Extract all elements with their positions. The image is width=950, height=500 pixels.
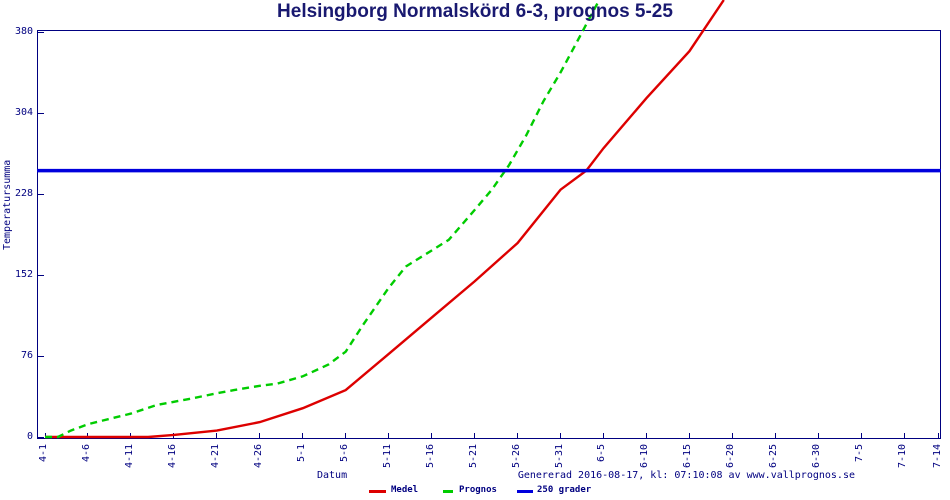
x-tick-mark [817,433,819,439]
chart-title: Helsingborg Normalskörd 6-3, prognos 5-2… [277,1,673,22]
y-tick-label: 76 [20,350,33,361]
x-tick-mark [44,433,46,439]
legend-item-prognos: Prognos [443,485,513,499]
x-axis-title: Datum [317,470,348,481]
x-tick-label: 5-1 [295,444,307,463]
x-tick-label: 4-1 [38,444,49,463]
x-tick-mark [560,433,562,439]
x-tick-label: 4-6 [80,444,92,463]
x-tick-mark [345,433,347,439]
plot-area [37,30,941,439]
y-tick-mark [38,194,44,195]
x-tick-label: 5-21 [467,444,479,469]
y-tick-mark [38,437,44,438]
x-tick-mark [130,433,132,439]
x-tick-mark [860,433,862,439]
x-tick-label: 4-11 [123,444,135,469]
x-tick-label: 7-10 [897,444,909,469]
y-tick-mark [38,32,44,33]
y-tick-mark [38,275,44,276]
y-tick-mark [38,356,44,357]
x-tick-mark [938,433,940,439]
y-tick-label: 228 [14,188,33,199]
y-tick-label: 380 [14,26,33,37]
x-tick-mark [87,433,89,439]
x-tick-mark [731,433,733,439]
legend-label-250-grader: 250 grader [537,485,592,495]
medel-line-swatch [369,490,386,493]
x-tick-mark [173,433,175,439]
x-tick-mark [388,433,390,439]
legend-label-prognos: Prognos [459,485,497,495]
x-tick-label: 7-14 [931,444,943,469]
x-tick-mark [216,433,218,439]
generated-timestamp: Genererad 2016-08-17, kl: 07:10:08 av ww… [517,470,855,481]
prognos-line-swatch [443,490,453,493]
y-tick-label: 0 [26,431,33,442]
x-tick-mark [688,433,690,439]
y-tick-mark [38,113,44,114]
legend: Medel Prognos 250 grader [0,485,950,499]
x-tick-label: 4-21 [209,444,221,469]
x-tick-mark [259,433,261,439]
threshold-line-swatch [517,490,533,493]
y-axis-title: Temperatursumma [2,159,13,251]
legend-item-medel: Medel [369,485,439,499]
x-tick-mark [645,433,647,439]
x-tick-label: 5-16 [424,444,436,469]
x-tick-label: 7-5 [854,444,866,463]
x-tick-mark [903,433,905,439]
x-tick-mark [774,433,776,439]
legend-label-medel: Medel [391,485,419,495]
x-tick-label: 4-16 [166,444,178,469]
x-tick-label: 5-11 [381,444,393,469]
x-tick-mark [431,433,433,439]
x-tick-mark [517,433,519,439]
x-tick-mark [602,433,604,439]
x-tick-label: 4-26 [252,444,264,469]
y-tick-label: 152 [14,269,33,280]
x-tick-mark [302,433,304,439]
legend-item-250-grader: 250 grader [517,485,607,499]
y-tick-label: 304 [14,107,33,118]
x-tick-mark [474,433,476,439]
